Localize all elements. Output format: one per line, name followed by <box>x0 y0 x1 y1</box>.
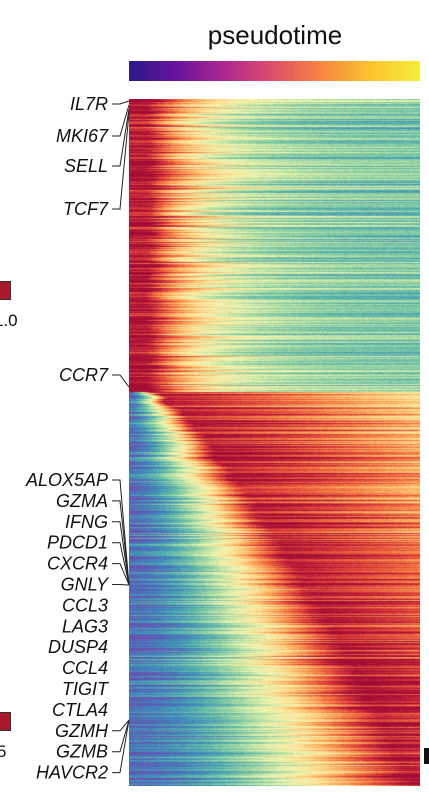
gene-label-gzmb: GZMB <box>56 742 108 762</box>
leader-line-havcr2 <box>112 719 130 774</box>
gene-label-il7r: IL7R <box>70 94 108 114</box>
gene-label-pdcd1: PDCD1 <box>47 533 108 553</box>
leader-line-cxcr4 <box>112 563 130 586</box>
expression-heatmap <box>129 99 420 786</box>
leader-line-alox5ap <box>112 479 130 586</box>
side-key-swatch-bottom <box>0 712 11 731</box>
gene-label-cxcr4: CXCR4 <box>47 554 108 574</box>
leader-line-ifng <box>112 521 130 586</box>
gene-label-ccl3: CCL3 <box>62 595 108 615</box>
gene-label-gzma: GZMA <box>56 491 108 511</box>
legend-title: pseudotime <box>207 20 343 50</box>
side-key-swatch-top <box>0 281 11 300</box>
leader-line-gnly <box>112 584 130 586</box>
gene-label-havcr2: HAVCR2 <box>36 763 108 783</box>
pseudotime-colorbar <box>129 61 420 81</box>
side-key-label-bottom: 5 <box>0 742 7 761</box>
gene-label-ccl4: CCL4 <box>62 658 108 678</box>
leader-line-sell <box>112 108 130 167</box>
side-key-label-top: 1.0 <box>0 311 18 330</box>
leader-line-gzma <box>112 500 130 586</box>
leader-line-gzmb <box>112 719 130 753</box>
gene-label-ifng: IFNG <box>65 512 108 532</box>
gene-label-ccr7: CCR7 <box>59 365 109 385</box>
gene-label-dusp4: DUSP4 <box>48 637 108 657</box>
edge-mark <box>424 748 429 764</box>
gene-label-ctla4: CTLA4 <box>52 700 108 720</box>
leader-line-il7r <box>112 100 130 105</box>
leader-line-gzmh <box>112 719 130 732</box>
gene-label-sell: SELL <box>64 156 108 176</box>
gene-label-tigit: TIGIT <box>62 679 110 699</box>
gene-label-gzmh: GZMH <box>55 721 109 741</box>
gene-label-mki67: MKI67 <box>56 126 109 146</box>
leader-line-ccr7 <box>112 374 130 388</box>
leader-line-mki67 <box>112 104 130 137</box>
gene-label-tcf7: TCF7 <box>63 199 109 219</box>
leader-line-tcf7 <box>112 112 130 210</box>
gene-label-lag3: LAG3 <box>62 616 108 636</box>
gene-label-alox5ap: ALOX5AP <box>25 470 108 490</box>
leader-line-pdcd1 <box>112 542 130 586</box>
gene-label-gnly: GNLY <box>61 575 110 595</box>
